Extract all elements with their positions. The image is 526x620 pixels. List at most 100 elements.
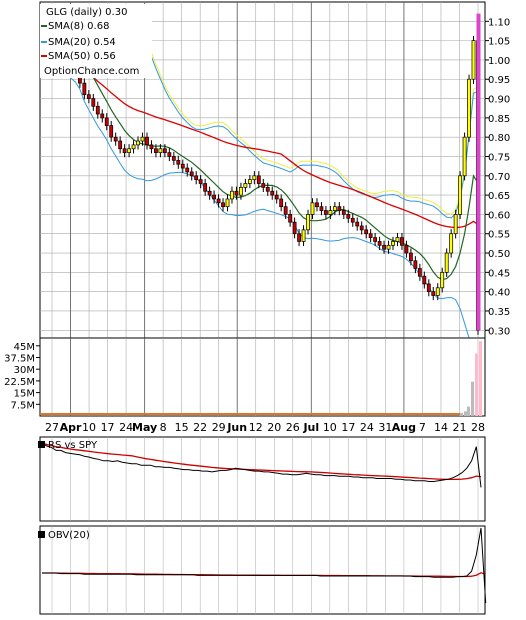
legend-background xyxy=(40,4,152,78)
legend: GLG (daily) 0.30 SMA(8) 0.68 SMA(20) 0.5… xyxy=(40,4,152,78)
legend-item-sma8: SMA(8) 0.68 xyxy=(41,21,109,32)
candle-down xyxy=(256,175,261,184)
price-y-tick-label: 0.45 xyxy=(488,268,510,279)
x-tick-label: 29 xyxy=(212,421,226,434)
candle-down xyxy=(207,190,212,196)
x-tick-label: May xyxy=(132,421,157,434)
candle-up xyxy=(243,183,248,188)
candle-up xyxy=(301,229,306,242)
candle-down xyxy=(413,260,418,269)
candle-down xyxy=(292,221,297,235)
candle-down xyxy=(145,136,149,146)
x-tick-label: 27 xyxy=(45,421,59,434)
chart-title: GLG (daily) 0.30 xyxy=(46,7,127,18)
obv-panel-title: OBV(20) xyxy=(48,530,90,541)
obv-panel: OBV(20) xyxy=(38,525,487,615)
price-y-tick-label: 1.00 xyxy=(488,56,510,67)
candle-down xyxy=(426,283,431,293)
candle-down xyxy=(288,214,293,223)
price-y-tick-label: 1.10 xyxy=(488,17,510,28)
candle-up xyxy=(391,241,395,246)
x-tick-label: 31 xyxy=(378,421,392,434)
candle-down xyxy=(315,202,319,208)
candle-down xyxy=(373,237,378,242)
rs-line xyxy=(41,442,482,488)
legend-sma8-label: SMA(8) 0.68 xyxy=(48,21,109,32)
candle-down xyxy=(198,179,203,184)
x-tick-label: 26 xyxy=(286,421,300,434)
candle-down xyxy=(185,167,190,173)
obv-legend-swatch xyxy=(38,531,45,538)
x-tick-label: 24 xyxy=(119,421,133,434)
candle-down xyxy=(404,244,409,254)
price-y-tick-label: 0.30 xyxy=(488,326,510,337)
candle-down xyxy=(109,125,114,138)
candle-up xyxy=(435,287,440,296)
candle-down xyxy=(203,183,208,192)
candle-down xyxy=(91,98,96,107)
candle-up xyxy=(158,148,163,153)
candle-up xyxy=(444,252,449,273)
volume-y-tick-label: 15M xyxy=(14,389,35,400)
candle-up xyxy=(127,148,131,153)
x-tick-label: Aug xyxy=(392,421,416,434)
price-y-tick-label: 0.95 xyxy=(488,75,510,86)
price-y-tick-label: 0.75 xyxy=(488,152,510,163)
rs-sma-line xyxy=(41,442,482,481)
candle-down xyxy=(176,159,181,165)
price-y-tick-label: 0.50 xyxy=(488,249,510,260)
candle-down xyxy=(104,117,109,126)
sma8-line xyxy=(61,47,479,281)
candle-down xyxy=(341,210,346,215)
final-drop-bar xyxy=(476,13,481,331)
rs-legend-swatch xyxy=(38,441,45,448)
obv-plot-frame xyxy=(39,525,486,615)
candle-down xyxy=(337,206,342,211)
x-tick-label: Jul xyxy=(302,421,319,434)
legend-sma50-label: SMA(50) 0.56 xyxy=(48,51,116,62)
candle-up xyxy=(225,198,230,208)
volume-bar xyxy=(471,381,474,416)
candle-down xyxy=(297,233,301,242)
x-tick-label: 20 xyxy=(267,421,281,434)
candle-down xyxy=(270,190,275,196)
candle-up xyxy=(140,136,145,142)
x-tick-label: 17 xyxy=(341,421,355,434)
candle-up xyxy=(440,271,445,289)
price-y-tick-label: 0.70 xyxy=(488,172,510,183)
volume-y-tick-label: 30M xyxy=(14,365,35,376)
x-tick-label: 28 xyxy=(471,421,485,434)
volume-y-tick-label: 22.5M xyxy=(4,377,35,388)
volume-bar xyxy=(464,411,467,416)
candle-down xyxy=(359,225,364,231)
price-y-tick-label: 0.80 xyxy=(488,133,510,144)
price-y-tick-label: 0.90 xyxy=(488,95,510,106)
candle-down xyxy=(274,194,279,200)
candle-up xyxy=(458,175,463,215)
candle-down xyxy=(212,194,216,200)
x-tick-label: Apr xyxy=(60,421,82,434)
candle-down xyxy=(368,233,373,238)
candle-up xyxy=(136,140,140,146)
candle-down xyxy=(154,148,158,153)
candle-down xyxy=(194,175,199,181)
candle-up xyxy=(462,136,467,177)
x-tick-label: Jun xyxy=(226,421,247,434)
candle-up xyxy=(386,244,391,250)
candle-down xyxy=(400,237,404,246)
price-y-tick-label: 0.60 xyxy=(488,210,510,221)
price-y-tick-label: 0.35 xyxy=(488,307,510,318)
candle-down xyxy=(189,171,194,177)
rs-panel-title: RS vs SPY xyxy=(48,440,98,451)
candle-down xyxy=(162,148,167,153)
candle-up xyxy=(467,78,471,138)
x-tick-label: 21 xyxy=(452,421,466,434)
candle-down xyxy=(377,241,382,246)
price-panel: 1.10 1.05 1.00 0.95 0.90 0.85 0.80 0.75 0.70 0.65… xyxy=(39,1,510,339)
candle-down xyxy=(382,244,386,250)
legend-item-sma50: SMA(50) 0.56 xyxy=(41,51,116,62)
candle-down xyxy=(234,190,239,196)
candle-down xyxy=(216,198,221,204)
